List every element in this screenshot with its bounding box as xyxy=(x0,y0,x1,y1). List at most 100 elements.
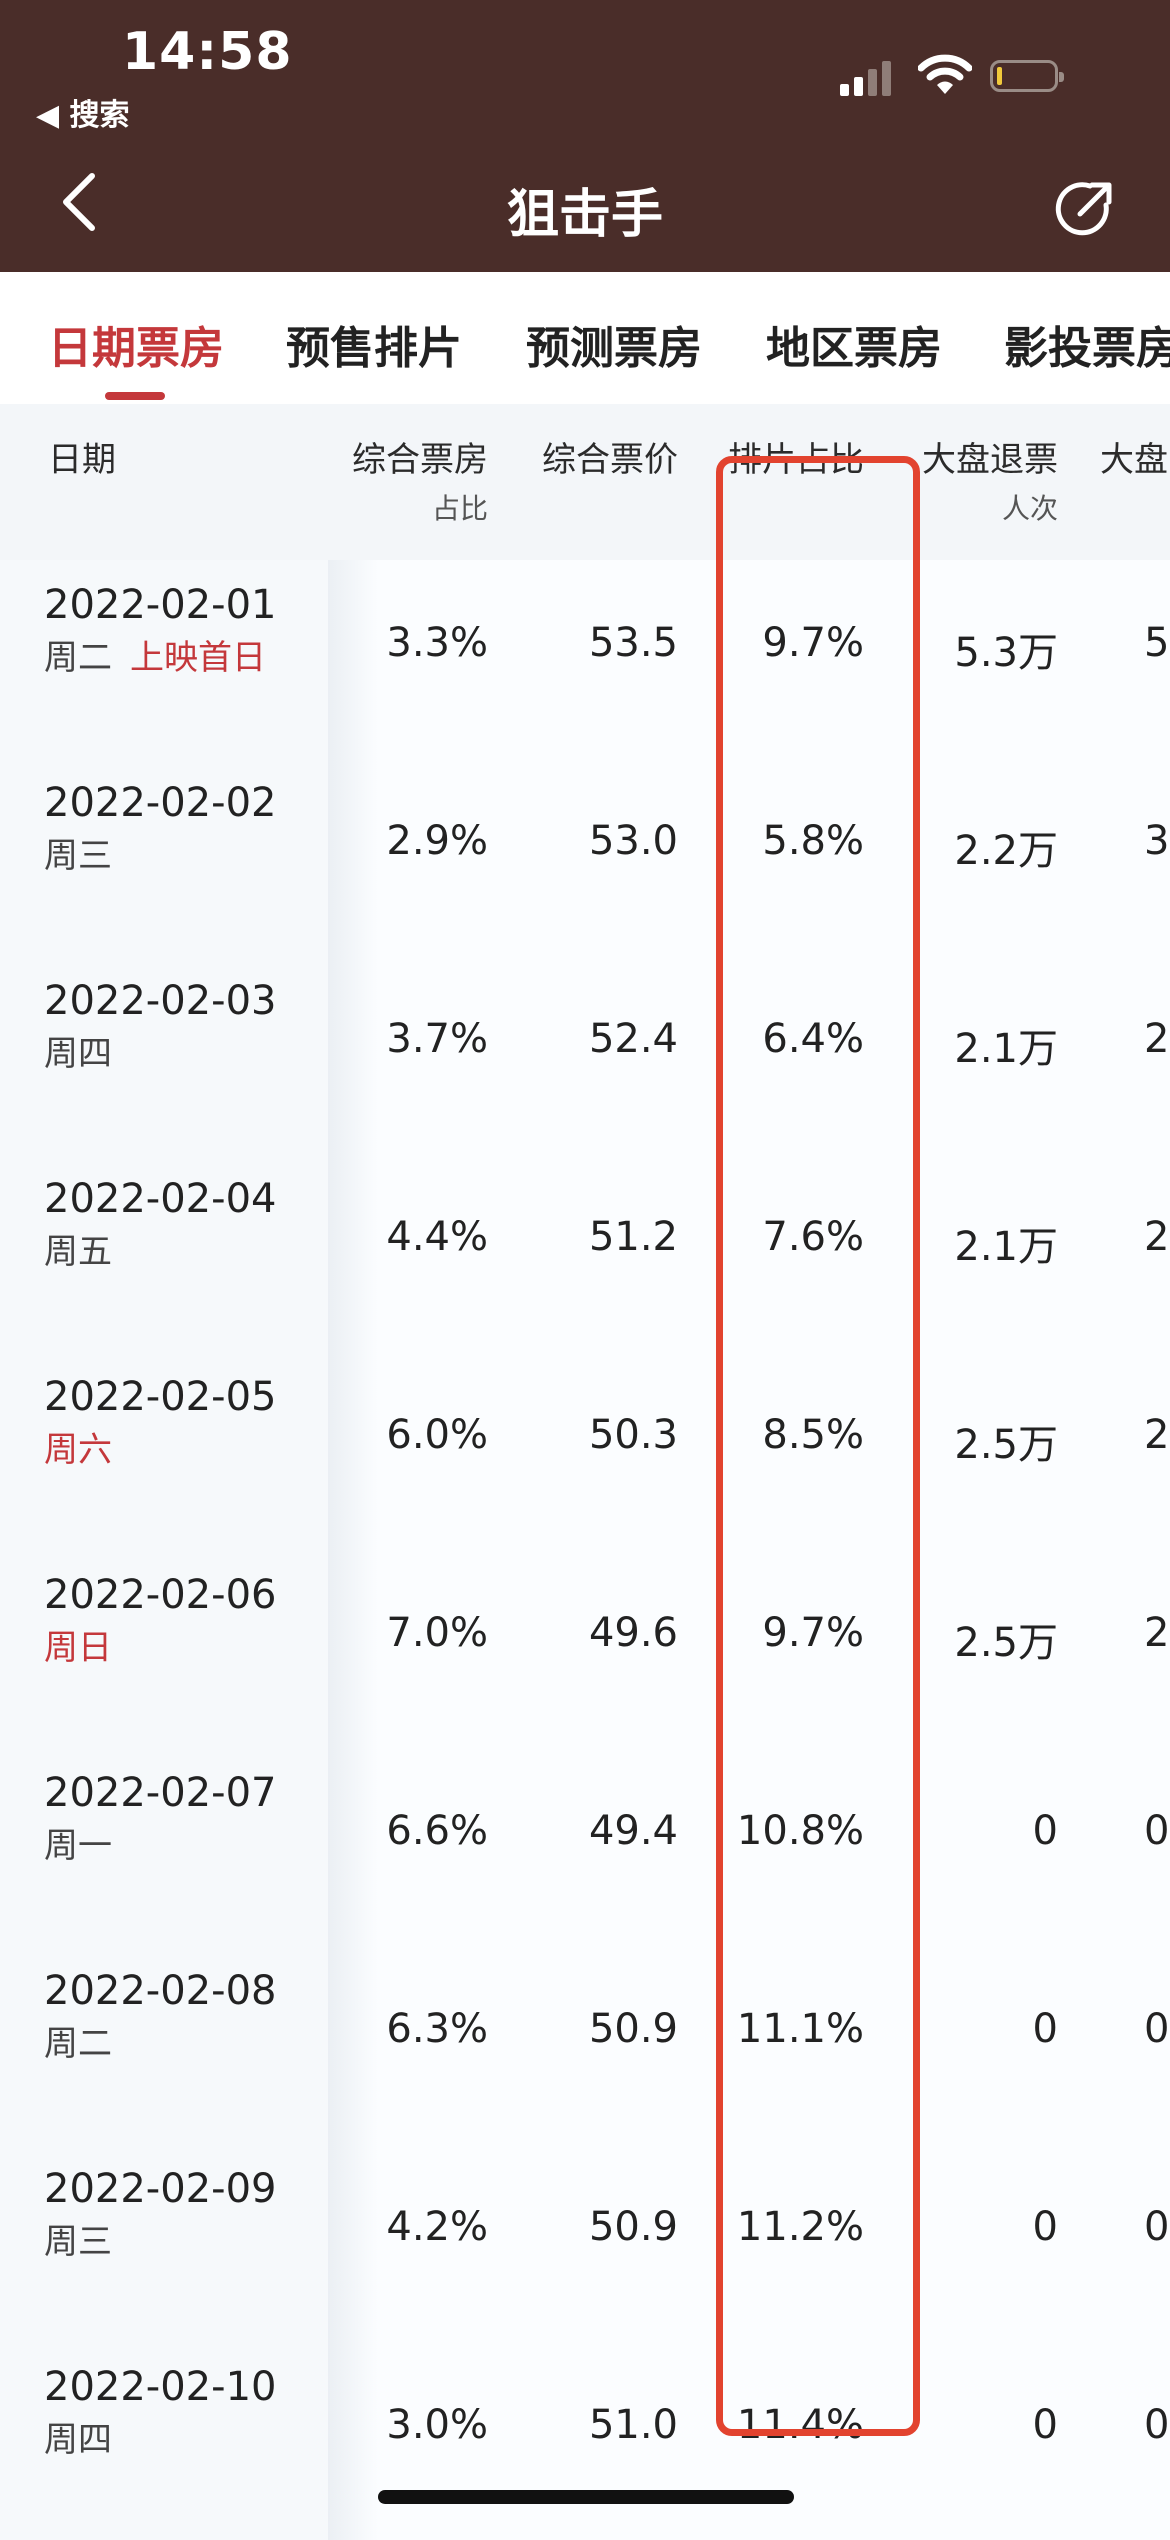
weekday-label: 周六 xyxy=(44,1430,112,1470)
tab-investor-box-office[interactable]: 影投票房 xyxy=(1004,323,1170,374)
sticky-column-shadow xyxy=(328,1550,378,1748)
weekday-label: 周五 xyxy=(44,1232,112,1272)
tab-forecast-box-office[interactable]: 预测票房 xyxy=(526,323,702,374)
extra-column-value: 2 xyxy=(1144,1610,1170,1656)
column-header-date[interactable]: 日期 xyxy=(48,432,116,481)
cellular-signal-icon xyxy=(840,61,891,96)
table-row[interactable]: 2022-02-05 周六 6.0% 50.3 8.5% 2.5万 2 xyxy=(0,1352,1170,1550)
column-header-label: 综合票房 xyxy=(352,440,488,480)
ticket-price-value: 49.4 xyxy=(588,1808,678,1854)
date-value: 2022-02-09 xyxy=(44,2166,277,2212)
refund-count-value: 0 xyxy=(1032,2402,1058,2448)
box-office-share-value: 4.4% xyxy=(386,1214,488,1260)
table-row[interactable]: 2022-02-04 周五 4.4% 51.2 7.6% 2.1万 2 xyxy=(0,1154,1170,1352)
weekday-label: 周一 xyxy=(44,1826,112,1866)
table-row[interactable]: 2022-02-02 周三 2.9% 53.0 5.8% 2.2万 3 xyxy=(0,758,1170,956)
extra-column-value: 2 xyxy=(1144,1016,1170,1062)
table-row[interactable]: 2022-02-10 周四 3.0% 51.0 11.4% 0 0 xyxy=(0,2342,1170,2540)
release-day-tag: 上映首日 xyxy=(130,638,266,678)
sticky-column-shadow xyxy=(328,1352,378,1550)
weekday-label: 周四 xyxy=(44,1034,112,1074)
app-header: 14:58 ◀ 搜索 狙击手 xyxy=(0,0,1170,272)
ticket-price-value: 51.0 xyxy=(588,2402,678,2448)
page-title: 狙击手 xyxy=(506,185,663,245)
box-office-share-value: 6.0% xyxy=(386,1412,488,1458)
table-row[interactable]: 2022-02-01 周二 上映首日 3.3% 53.5 9.7% 5.3万 5 xyxy=(0,560,1170,758)
back-arrow-icon[interactable] xyxy=(58,172,98,232)
column-header-extra[interactable]: 大盘 xyxy=(1100,432,1168,481)
date-value: 2022-02-08 xyxy=(44,1968,277,2014)
box-office-share-value: 3.3% xyxy=(386,620,488,666)
weekday-label: 周二 xyxy=(44,2024,112,2064)
refund-count-value: 0 xyxy=(1032,2006,1058,2052)
column-header-sublabel: 人次 xyxy=(1001,492,1058,525)
date-cell xyxy=(0,1550,328,1748)
date-value: 2022-02-01 xyxy=(44,582,277,628)
home-indicator[interactable] xyxy=(378,2490,794,2504)
column-header-sublabel: 占比 xyxy=(431,492,488,525)
table-row[interactable]: 2022-02-03 周四 3.7% 52.4 6.4% 2.1万 2 xyxy=(0,956,1170,1154)
date-cell xyxy=(0,2144,328,2342)
refund-count-value: 0 xyxy=(1032,1808,1058,1854)
status-time: 14:58 xyxy=(122,22,293,82)
refund-count-value: 2.5万 xyxy=(954,1422,1058,1468)
box-office-share-value: 3.7% xyxy=(386,1016,488,1062)
column-header-price[interactable]: 综合票价 xyxy=(542,432,678,481)
weekday-label: 周日 xyxy=(44,1628,112,1668)
column-header-label: 大盘 xyxy=(1100,440,1168,480)
extra-column-value: 3 xyxy=(1144,818,1170,864)
column-header-label: 日期 xyxy=(48,440,116,480)
tab-region-box-office[interactable]: 地区票房 xyxy=(766,323,942,374)
wifi-icon xyxy=(918,54,972,94)
weekday-label: 周二 xyxy=(44,638,112,678)
ticket-price-value: 53.0 xyxy=(588,818,678,864)
tab-presale-screening[interactable]: 预售排片 xyxy=(286,323,462,374)
refund-count-value: 5.3万 xyxy=(954,630,1058,676)
ticket-price-value: 50.3 xyxy=(588,1412,678,1458)
date-value: 2022-02-03 xyxy=(44,978,277,1024)
weekday-label: 周四 xyxy=(44,2420,112,2460)
date-cell xyxy=(0,758,328,956)
sticky-column-shadow xyxy=(328,1946,378,2144)
tab-bar: 日期票房 预售排片 预测票房 地区票房 影投票房 xyxy=(0,272,1170,404)
screening-share-value: 9.7% xyxy=(762,1610,864,1656)
date-cell xyxy=(0,1748,328,1946)
screening-share-value: 8.5% xyxy=(762,1412,864,1458)
date-value: 2022-02-05 xyxy=(44,1374,277,1420)
extra-column-value: 0 xyxy=(1144,2006,1170,2052)
screening-share-value: 11.4% xyxy=(736,2402,864,2448)
ticket-price-value: 52.4 xyxy=(588,1016,678,1062)
column-header-refund[interactable]: 大盘退票 人次 xyxy=(922,432,1058,527)
date-value: 2022-02-04 xyxy=(44,1176,277,1222)
tab-date-box-office[interactable]: 日期票房 xyxy=(48,323,224,374)
refund-count-value: 2.5万 xyxy=(954,1620,1058,1666)
date-value: 2022-02-02 xyxy=(44,780,277,826)
table-header: 日期 综合票房 占比 综合票价 排片占比 大盘退票 人次 大盘 xyxy=(0,404,1170,560)
date-value: 2022-02-07 xyxy=(44,1770,277,1816)
battery-icon xyxy=(990,60,1064,92)
extra-column-value: 0 xyxy=(1144,2204,1170,2250)
column-header-label: 综合票价 xyxy=(542,440,678,480)
column-header-share[interactable]: 综合票房 占比 xyxy=(352,432,488,527)
date-value: 2022-02-06 xyxy=(44,1572,277,1618)
weekday-label: 周三 xyxy=(44,836,112,876)
ticket-price-value: 49.6 xyxy=(588,1610,678,1656)
extra-column-value: 2 xyxy=(1144,1412,1170,1458)
table-row[interactable]: 2022-02-06 周日 7.0% 49.6 9.7% 2.5万 2 xyxy=(0,1550,1170,1748)
box-office-share-value: 4.2% xyxy=(386,2204,488,2250)
ticket-price-value: 50.9 xyxy=(588,2006,678,2052)
sticky-column-shadow xyxy=(328,1748,378,1946)
screening-share-value: 6.4% xyxy=(762,1016,864,1062)
sticky-column-shadow xyxy=(328,758,378,956)
table-row[interactable]: 2022-02-08 周二 6.3% 50.9 11.1% 0 0 xyxy=(0,1946,1170,2144)
refund-count-value: 2.1万 xyxy=(954,1224,1058,1270)
table-row[interactable]: 2022-02-07 周一 6.6% 49.4 10.8% 0 0 xyxy=(0,1748,1170,1946)
share-icon[interactable] xyxy=(1054,178,1116,240)
back-to-search-link[interactable]: ◀ 搜索 xyxy=(36,98,130,133)
extra-column-value: 2 xyxy=(1144,1214,1170,1260)
box-office-share-value: 2.9% xyxy=(386,818,488,864)
table-row[interactable]: 2022-02-09 周三 4.2% 50.9 11.2% 0 0 xyxy=(0,2144,1170,2342)
ticket-price-value: 50.9 xyxy=(588,2204,678,2250)
sticky-column-shadow xyxy=(328,2144,378,2342)
date-cell xyxy=(0,956,328,1154)
